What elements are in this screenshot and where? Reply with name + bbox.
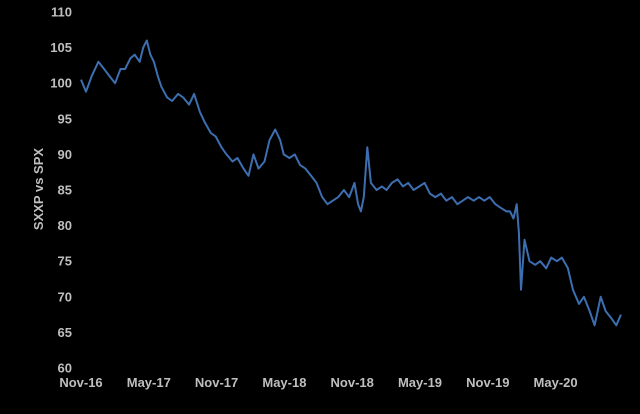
- y-tick-label: 70: [58, 289, 72, 304]
- y-tick-label: 80: [58, 218, 72, 233]
- x-tick-label: Nov-19: [466, 375, 509, 390]
- x-tick-label: May-20: [534, 375, 578, 390]
- y-tick-label: 60: [58, 361, 72, 376]
- x-tick-label: Nov-17: [195, 375, 238, 390]
- y-tick-label: 85: [58, 183, 72, 198]
- x-tick-label: May-18: [262, 375, 306, 390]
- x-axis-ticks: Nov-16 May-17 Nov-17 May-18 Nov-18 May-19 Nov-…: [59, 375, 577, 390]
- y-tick-label: 105: [50, 40, 72, 55]
- y-tick-label: 90: [58, 147, 72, 162]
- y-tick-label: 65: [58, 325, 72, 340]
- x-tick-label: Nov-18: [331, 375, 374, 390]
- data-points: [80, 40, 622, 327]
- x-tick-label: May-17: [127, 375, 171, 390]
- y-tick-label: 110: [51, 5, 72, 20]
- y-tick-label: 75: [58, 254, 72, 269]
- y-axis-ticks: 60 65 70 75 80 85 90 95 100 105 110: [50, 5, 72, 376]
- series-line: [80, 39, 622, 327]
- y-tick-label: 95: [58, 111, 72, 126]
- y-tick-label: 100: [50, 76, 72, 91]
- x-tick-label: Nov-16: [59, 375, 102, 390]
- y-axis-title: SXXP vs SPX: [31, 148, 46, 230]
- x-tick-label: May-19: [398, 375, 442, 390]
